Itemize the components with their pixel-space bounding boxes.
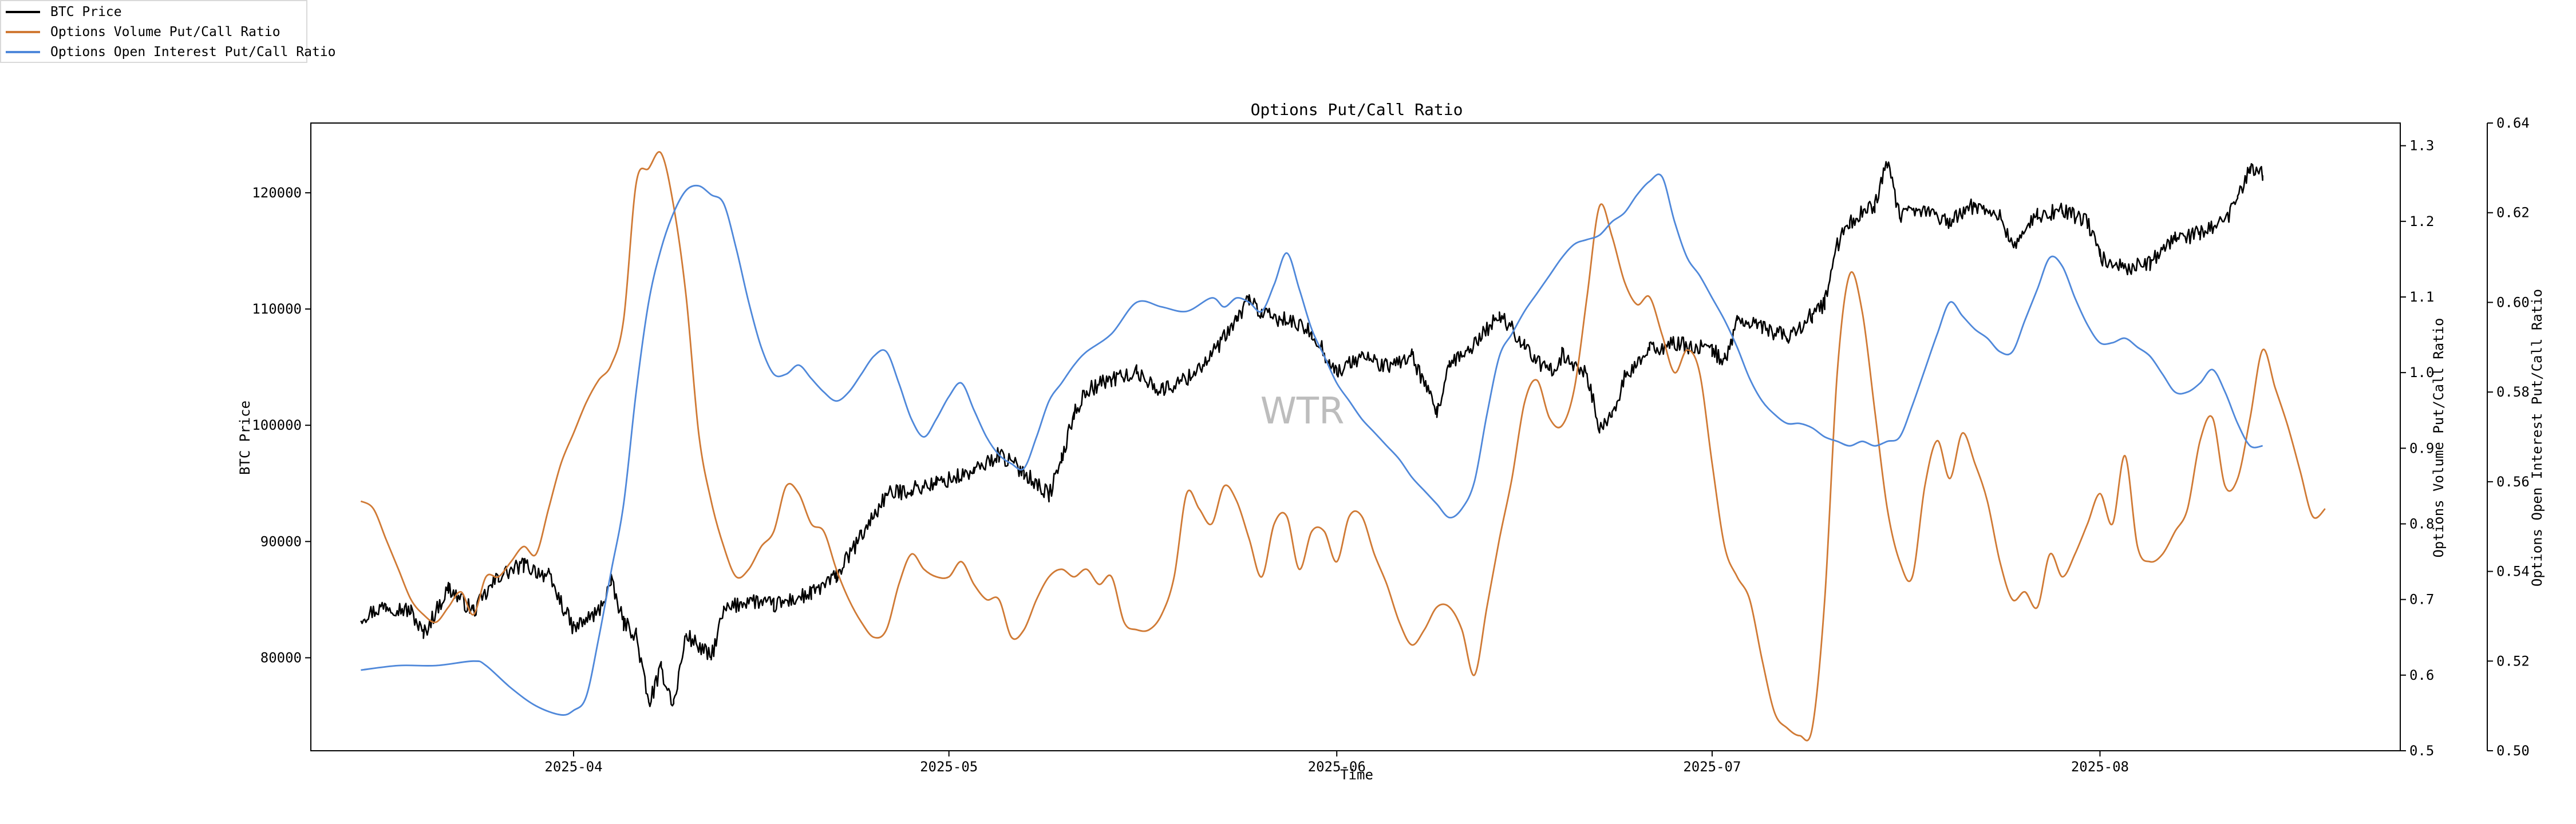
y-right1-tick-label: 0.6 <box>2409 667 2434 683</box>
series-line-2 <box>360 151 2326 742</box>
watermark: WTR <box>1261 390 1345 433</box>
x-tick-label: 2025-06 <box>1308 759 1366 775</box>
y-left-tick-label: 90000 <box>260 533 302 549</box>
y-right1-tick-label: 0.9 <box>2409 440 2434 456</box>
y-axis-label-right2: Options Open Interest Put/Call Ratio <box>2529 289 2545 587</box>
y-right1-tick-label: 0.7 <box>2409 592 2434 608</box>
series-line-3 <box>361 173 2263 716</box>
y-right2-tick-label: 0.62 <box>2496 205 2530 221</box>
y-right2-tick-label: 0.52 <box>2496 653 2530 669</box>
y-right1-tick-label: 1.0 <box>2409 365 2434 381</box>
y-right2-tick-label: 0.50 <box>2496 743 2530 759</box>
y-axis-label-left: BTC Price <box>237 401 253 475</box>
legend: BTC Price Options Volume Put/Call Ratio … <box>0 0 336 63</box>
y-left-tick-label: 120000 <box>252 185 302 201</box>
y-right1-tick-label: 0.8 <box>2409 516 2434 532</box>
plot-frame <box>310 122 2401 751</box>
y-left-tick-label: 110000 <box>252 301 302 317</box>
x-axis-label: Time <box>1340 767 1373 783</box>
y-right2-tick-label: 0.64 <box>2496 115 2530 131</box>
series-layer <box>360 151 2326 742</box>
legend-label: Options Open Interest Put/Call Ratio <box>50 45 336 60</box>
series-line-1 <box>360 161 2263 707</box>
y-right2-tick-label: 0.54 <box>2496 564 2530 580</box>
legend-item: Options Volume Put/Call Ratio <box>6 23 280 41</box>
legend-swatch <box>6 11 40 13</box>
y-left-tick-label: 100000 <box>252 417 302 433</box>
legend-swatch <box>6 31 40 33</box>
y-right2-tick-label: 0.60 <box>2496 294 2530 310</box>
y-right1-tick-label: 1.1 <box>2409 289 2434 305</box>
y-left-tick-label: 80000 <box>260 649 302 665</box>
legend-label: Options Volume Put/Call Ratio <box>50 25 280 39</box>
y-right2-tick-label: 0.58 <box>2496 384 2530 400</box>
x-tick-label: 2025-04 <box>544 759 602 775</box>
legend-swatch <box>6 51 40 53</box>
legend-item: Options Open Interest Put/Call Ratio <box>6 43 336 61</box>
x-tick-label: 2025-07 <box>1683 759 1741 775</box>
y-right1-tick-label: 1.2 <box>2409 213 2434 229</box>
y-right1-tick-label: 0.5 <box>2409 743 2434 759</box>
x-tick-label: 2025-05 <box>920 759 978 775</box>
y-axis-label-right1: Options Volume Put/Call Ratio <box>2431 318 2447 557</box>
x-tick-label: 2025-08 <box>2071 759 2129 775</box>
chart-title: Options Put/Call Ratio <box>1251 100 1463 119</box>
y-right2-tick-label: 0.56 <box>2496 474 2530 490</box>
y-right1-tick-label: 1.3 <box>2409 138 2434 154</box>
axes-layer: 2025-04 2025-05 2025-06 2025-07 2025-08 80000… <box>252 115 2530 775</box>
legend-label: BTC Price <box>50 5 122 19</box>
legend-item: BTC Price <box>6 3 122 21</box>
